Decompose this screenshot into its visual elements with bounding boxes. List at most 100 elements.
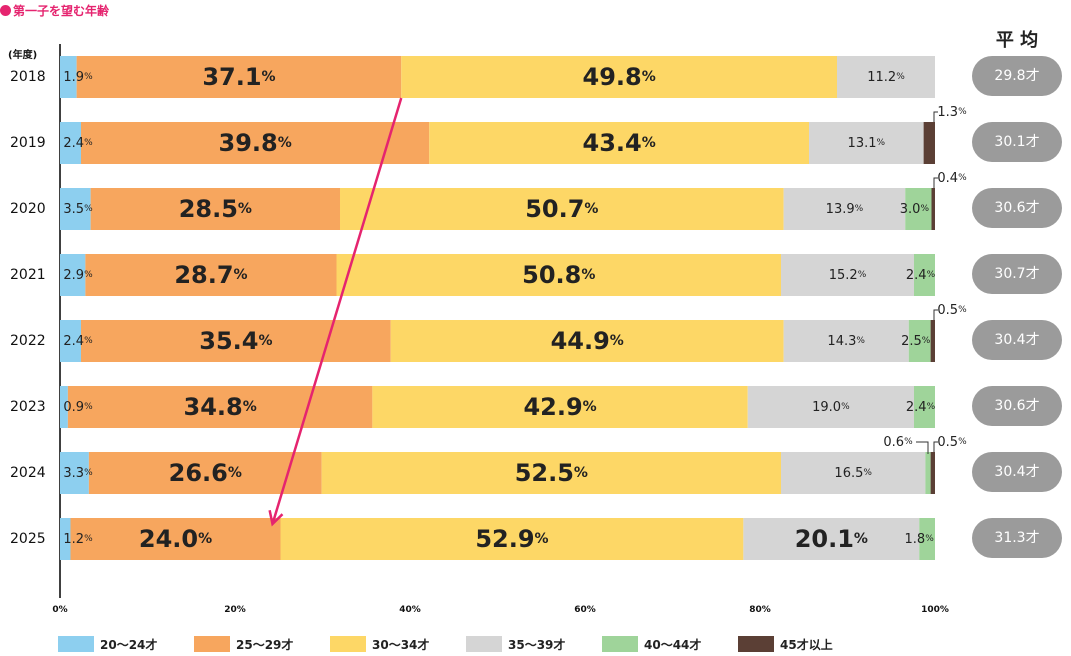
bar-segment-2018-s3 — [837, 56, 935, 98]
legend-swatch-3 — [466, 636, 502, 652]
data-label-2024-s0: 3.3% — [63, 466, 93, 481]
data-label-2022-s3: 14.3% — [827, 334, 865, 349]
bar-segment-2022-s1 — [81, 320, 391, 362]
bar-segment-2023-s2 — [372, 386, 748, 428]
bar-segment-2025-s0 — [60, 518, 71, 560]
legend-swatch-2 — [330, 636, 366, 652]
data-label-2020-s1: 28.5% — [179, 195, 252, 223]
data-label-2025-s1: 24.0% — [139, 525, 212, 553]
bar-segment-2024-s5 — [930, 452, 935, 494]
bar-segment-2018-s0 — [60, 56, 77, 98]
bar-segment-2022-s3 — [783, 320, 909, 362]
x-tick-label-0: 0% — [52, 605, 67, 615]
title-dot-icon — [0, 4, 11, 16]
bar-segment-2021-s2 — [336, 254, 781, 296]
data-label-2018-s2: 49.8% — [583, 63, 656, 91]
bar-segment-2024-s4 — [925, 452, 931, 494]
bar-segment-2022-s4 — [908, 320, 931, 362]
average-value-2018: 29.8才 — [994, 68, 1039, 84]
data-label-2020-s2: 50.7% — [525, 195, 598, 223]
data-label-2024-s1: 26.6% — [169, 459, 242, 487]
leader-line-2019-s5 — [933, 111, 938, 122]
data-label-2019-s3: 13.1% — [848, 136, 886, 151]
data-label-2023-s3: 19.0% — [812, 400, 850, 415]
average-value-2021: 30.7才 — [994, 266, 1039, 282]
bar-segment-2025-s4 — [919, 518, 935, 560]
bar-segment-2018-s1 — [76, 56, 402, 98]
year-label-2025: 2025 — [10, 531, 46, 547]
bar-segment-2024-s0 — [60, 452, 89, 494]
x-tick-label-1: 20% — [224, 605, 246, 615]
data-label-2022-s1: 35.4% — [199, 327, 272, 355]
data-label-2024-s3: 16.5% — [834, 466, 872, 481]
data-label-2022-s2: 44.9% — [551, 327, 624, 355]
data-label-2023-s0: 0.9% — [63, 400, 93, 415]
bar-segment-2019-s5 — [923, 122, 935, 164]
trend-arrow-head — [268, 510, 284, 527]
average-pill-2023 — [972, 386, 1062, 426]
bar-segment-2020-s5 — [931, 188, 935, 230]
year-label-2018: 2018 — [10, 69, 46, 85]
year-label-2019: 2019 — [10, 135, 46, 151]
legend-label-0: 20〜24才 — [100, 637, 157, 652]
y-axis-label: (年度) — [8, 48, 37, 61]
legend-label-5: 45才以上 — [780, 637, 833, 652]
bar-segment-2018-s2 — [401, 56, 837, 98]
average-pill-2022 — [972, 320, 1062, 360]
bar-segment-2020-s1 — [90, 188, 340, 230]
data-label-2020-s0: 3.5% — [63, 202, 93, 217]
legend-label-3: 35〜39才 — [508, 637, 565, 652]
data-label-2023-s2: 42.9% — [523, 393, 596, 421]
legend-swatch-0 — [58, 636, 94, 652]
legend-label-1: 25〜29才 — [236, 637, 293, 652]
trend-arrow-line — [271, 97, 403, 525]
data-label-2025-s3: 20.1% — [795, 525, 868, 553]
x-tick-label-2: 40% — [399, 605, 421, 615]
data-label-2018-s1: 37.1% — [202, 63, 275, 91]
data-label-2019-s5: 1.3% — [937, 105, 967, 120]
bar-segment-2019-s0 — [60, 122, 81, 164]
data-label-2021-s2: 50.8% — [522, 261, 595, 289]
bar-segment-2023-s4 — [914, 386, 935, 428]
legend-label-2: 30〜34才 — [372, 637, 429, 652]
data-label-2022-s5: 0.5% — [937, 303, 967, 318]
average-value-2022: 30.4才 — [994, 332, 1039, 348]
year-label-2023: 2023 — [10, 399, 46, 415]
bar-segment-2025-s1 — [70, 518, 281, 560]
bar-segment-2021-s3 — [781, 254, 914, 296]
data-label-2025-s0: 1.2% — [63, 532, 93, 547]
bar-segment-2025-s2 — [280, 518, 744, 560]
data-label-2018-s3: 11.2% — [867, 70, 905, 85]
x-tick-label-5: 100% — [921, 605, 949, 615]
data-label-2022-s4: 2.5% — [901, 334, 931, 349]
bar-segment-2024-s2 — [321, 452, 781, 494]
data-label-2021-s3: 15.2% — [829, 268, 867, 283]
bar-segment-2020-s4 — [905, 188, 932, 230]
bar-segment-2021-s1 — [85, 254, 337, 296]
average-pill-2019 — [972, 122, 1062, 162]
bar-segment-2019-s1 — [81, 122, 430, 164]
average-pill-2021 — [972, 254, 1062, 294]
average-pill-2018 — [972, 56, 1062, 96]
data-label-2023-s1: 34.8% — [184, 393, 257, 421]
data-label-2023-s4: 2.4% — [906, 400, 936, 415]
leader-line-2024-s5 — [933, 441, 938, 452]
average-value-2023: 30.6才 — [994, 398, 1039, 414]
data-label-2024-s4: 0.6% — [883, 435, 913, 450]
average-value-2020: 30.6才 — [994, 200, 1039, 216]
bar-segment-2023-s1 — [67, 386, 373, 428]
average-value-2024: 30.4才 — [994, 464, 1039, 480]
legend-swatch-4 — [602, 636, 638, 652]
average-pill-2024 — [972, 452, 1062, 492]
data-label-2021-s4: 2.4% — [906, 268, 936, 283]
leader-line-2020-s5 — [933, 177, 938, 188]
x-tick-label-3: 60% — [574, 605, 596, 615]
data-label-2020-s5: 0.4% — [937, 171, 967, 186]
bar-segment-2023-s0 — [60, 386, 68, 428]
x-tick-label-4: 80% — [749, 605, 771, 615]
title-row: 第一子を望む年齢 — [0, 0, 109, 20]
bar-segment-2021-s4 — [914, 254, 935, 296]
bar-segment-2022-s5 — [930, 320, 935, 362]
